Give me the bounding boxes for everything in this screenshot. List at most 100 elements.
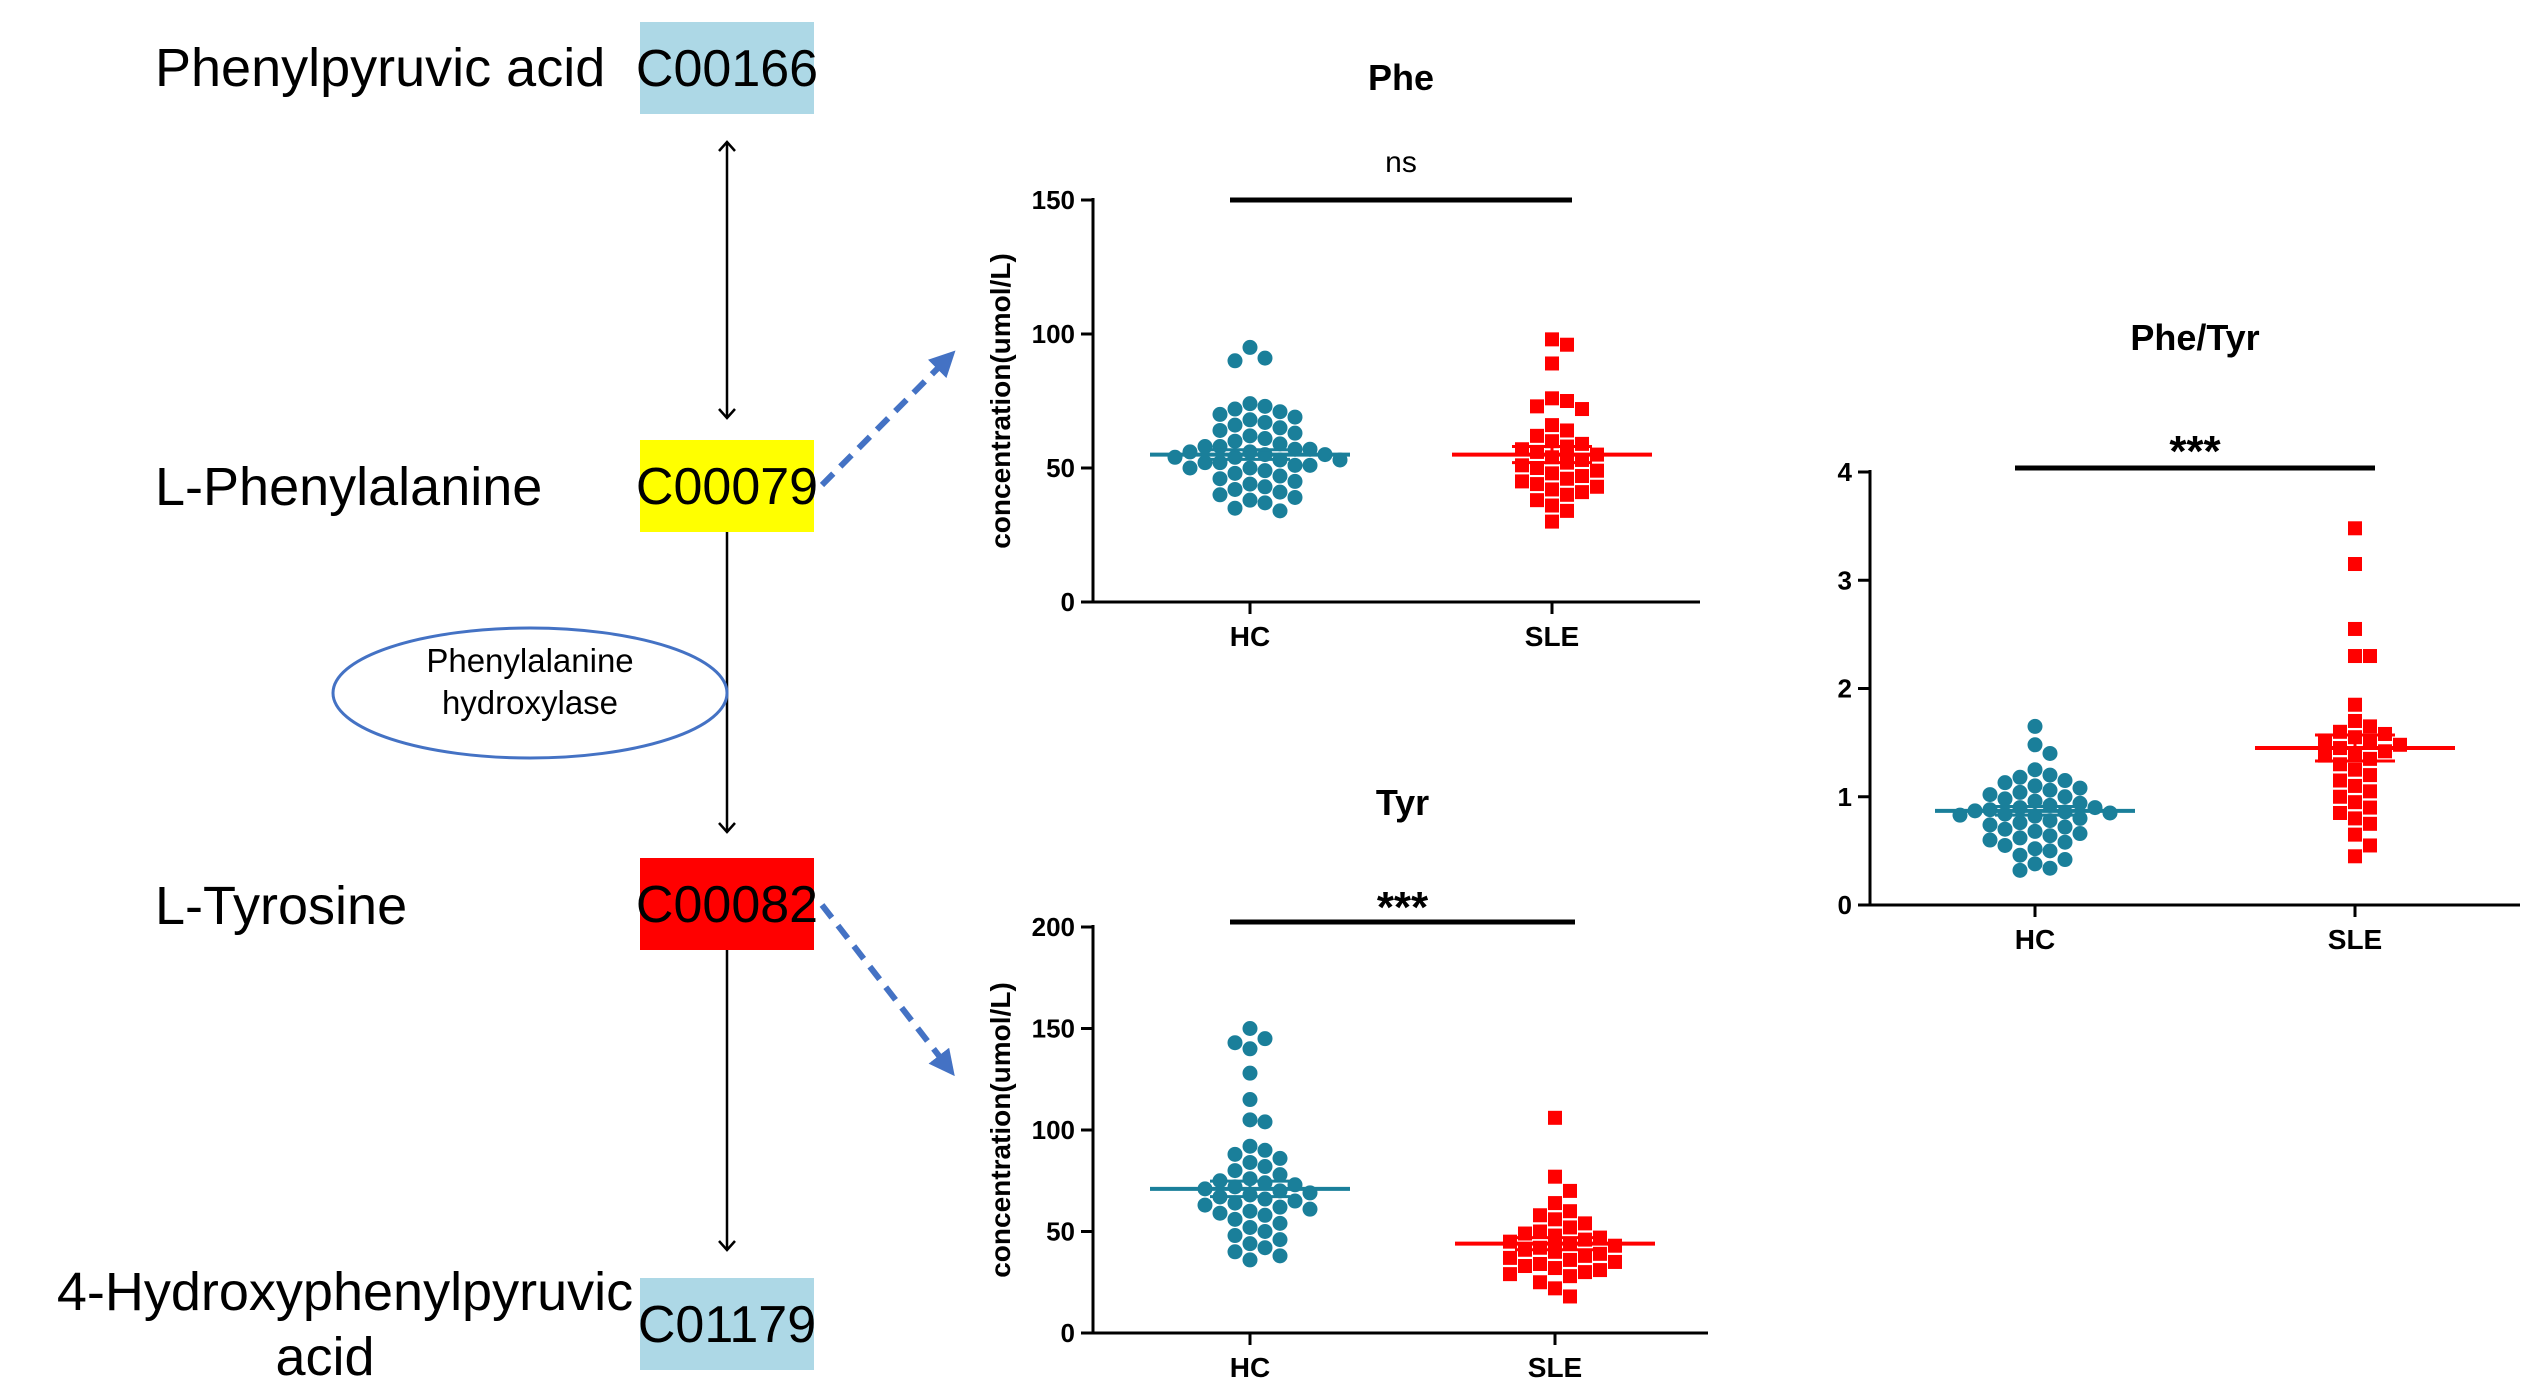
tyr-sle-point	[1563, 1204, 1577, 1219]
tyr-significance-label: ***	[1377, 883, 1429, 932]
tyr-hc-point	[1242, 1065, 1258, 1081]
phetyr-hc-point	[2042, 828, 2058, 844]
phe-sle-point	[1590, 463, 1604, 478]
phe-y-axis-label: concentration(umol/L)	[985, 253, 1016, 549]
tyr-sle-point	[1533, 1224, 1547, 1239]
phetyr-sle-point	[2363, 649, 2377, 664]
phe-x-tick-label-hc: HC	[1230, 621, 1270, 652]
phe-hc-point	[1242, 460, 1258, 476]
phetyr-hc-point	[2057, 834, 2073, 850]
phetyr-hc-point	[2027, 737, 2043, 753]
tyr-hc-point	[1242, 1236, 1258, 1252]
tyr-sle-point	[1548, 1196, 1562, 1211]
phetyr-chart-title: Phe/Tyr	[2130, 317, 2259, 358]
phetyr-x-tick-label-sle: SLE	[2328, 924, 2382, 955]
enzyme-name-line1: Phenylalanine	[426, 642, 633, 679]
tyr-sle-point	[1548, 1169, 1562, 1184]
phe-sle-point	[1545, 356, 1559, 371]
tyr-hc-point	[1257, 1240, 1273, 1256]
phetyr-sle-point	[2348, 762, 2362, 777]
phe-sle-point	[1575, 402, 1589, 417]
tyr-hc-point	[1272, 1215, 1288, 1231]
phetyr-y-tick-label: 2	[1838, 674, 1852, 704]
compound-name-4-hydroxyphenylpyruvic-line2: acid	[275, 1327, 374, 1387]
phe-y-tick-label: 50	[1046, 453, 1075, 483]
phe-hc-point	[1287, 425, 1303, 441]
phe-hc-point	[1227, 481, 1243, 497]
phetyr-sle-point	[2363, 768, 2377, 783]
phetyr-hc-point	[2012, 815, 2028, 831]
tyr-sle-point	[1563, 1252, 1577, 1267]
compound-box-c00166	[640, 22, 814, 114]
phetyr-sle-point	[2363, 816, 2377, 831]
phe-sle-point	[1530, 477, 1544, 492]
tyr-hc-point	[1302, 1201, 1318, 1217]
tyr-hc-point	[1242, 1092, 1258, 1108]
phetyr-hc-point	[2072, 826, 2088, 842]
phetyr-sle-point	[2318, 733, 2332, 748]
phe-sle-point	[1545, 434, 1559, 449]
phe-sle-point	[1530, 399, 1544, 414]
phetyr-hc-point	[1982, 817, 1998, 833]
phe-chart-group: Phe 0 50 100 150 HC SLE concentration(umol/L) ns	[985, 57, 1700, 652]
tyr-y-tick-label: 0	[1061, 1318, 1075, 1348]
phe-hc-point	[1272, 404, 1288, 420]
tyr-hc-point	[1272, 1150, 1288, 1166]
tyr-sle-point	[1548, 1261, 1562, 1276]
tyr-hc-point	[1227, 1035, 1243, 1051]
phe-sle-point	[1560, 423, 1574, 438]
phe-hc-point	[1302, 457, 1318, 473]
phe-sle-point	[1560, 337, 1574, 352]
tyr-x-tick-label-hc: HC	[1230, 1352, 1270, 1383]
phe-hc-point	[1242, 492, 1258, 508]
tyr-sle-point	[1548, 1212, 1562, 1227]
phetyr-y-tick-label: 3	[1838, 565, 1852, 595]
phe-sle-point	[1545, 498, 1559, 513]
phe-hc-point	[1212, 487, 1228, 503]
phe-hc-point	[1287, 489, 1303, 505]
phe-hc-point	[1227, 500, 1243, 516]
tyr-sle-point	[1593, 1246, 1607, 1261]
phe-sle-point	[1515, 474, 1529, 489]
phe-x-tick-label-sle: SLE	[1525, 621, 1579, 652]
enzyme-ellipse	[331, 626, 729, 760]
tyr-hc-point	[1212, 1205, 1228, 1221]
phe-sle-point	[1560, 394, 1574, 408]
phe-hc-point	[1227, 465, 1243, 481]
tyr-sle-point	[1503, 1250, 1517, 1265]
phe-hc-point	[1287, 409, 1303, 425]
phe-hc-point	[1242, 339, 1258, 355]
compound-box-c01179	[640, 1278, 814, 1370]
phetyr-hc-point	[2027, 856, 2043, 872]
phe-hc-point	[1257, 398, 1273, 414]
phetyr-sle-point	[2363, 838, 2377, 853]
phetyr-sle-point	[2348, 697, 2362, 712]
tyr-sle-point	[1608, 1238, 1622, 1253]
compound-name-4-hydroxyphenylpyruvic-line1: 4-Hydroxyphenylpyruvic	[57, 1262, 633, 1322]
phe-hc-point	[1272, 420, 1288, 436]
phe-sle-point	[1530, 461, 1544, 475]
pathway-diagram: Phenylpyruvic acid C00166 L-Phenylalanin…	[57, 22, 956, 1387]
tyr-y-tick-label: 200	[1032, 912, 1075, 942]
phe-sle-point	[1575, 469, 1589, 484]
phetyr-hc-point	[2027, 762, 2043, 778]
phe-hc-point	[1272, 484, 1288, 500]
phe-sle-point	[1545, 332, 1559, 347]
tyr-hc-point	[1242, 1041, 1258, 1057]
tyr-sle-point	[1578, 1265, 1592, 1280]
compound-id-c00082: C00082	[636, 876, 818, 934]
tyr-y-tick-label: 50	[1046, 1217, 1075, 1247]
tyr-hc-point	[1242, 1252, 1258, 1268]
compound-id-c00079: C00079	[636, 458, 818, 516]
phetyr-hc-point	[2042, 767, 2058, 783]
tyr-y-tick-label: 150	[1032, 1014, 1075, 1044]
phe-hc-point	[1182, 460, 1198, 476]
phe-hc-point	[1167, 449, 1183, 465]
tyr-sle-point	[1503, 1267, 1517, 1282]
phe-hc-point	[1272, 468, 1288, 484]
phetyr-sle-point	[2333, 757, 2347, 772]
phetyr-hc-point	[1997, 837, 2013, 853]
phetyr-sle-point	[2348, 521, 2362, 536]
phe-sle-point	[1560, 503, 1574, 518]
tyr-sle-point	[1548, 1281, 1562, 1296]
